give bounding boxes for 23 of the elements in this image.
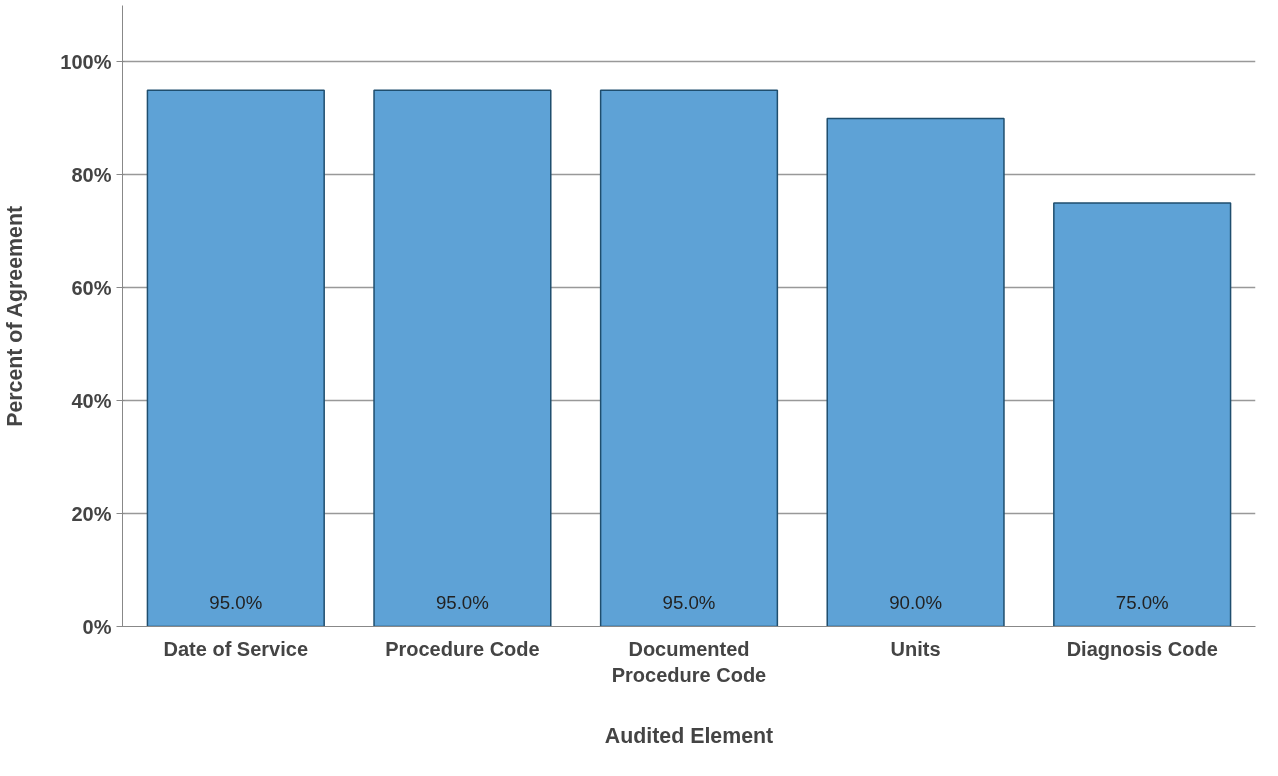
x-tick-label: Procedure Code <box>385 637 540 660</box>
y-axis-title: Percent of Agreement <box>3 205 28 427</box>
y-tick-label: 60% <box>71 276 112 299</box>
bar <box>826 117 1005 627</box>
data-label: 95.0% <box>209 591 263 613</box>
x-tick-label: Documented Procedure Code <box>611 637 767 686</box>
data-label: 90.0% <box>889 591 943 613</box>
x-tick-label: Diagnosis Code <box>1066 637 1218 660</box>
y-tick-label: 40% <box>71 389 112 412</box>
bar <box>599 89 779 627</box>
x-tick-label: Date of Service <box>163 637 309 660</box>
bar <box>146 89 325 627</box>
x-tick-label: Units <box>890 637 941 660</box>
bar <box>1053 202 1232 627</box>
bar <box>373 89 552 627</box>
data-label: 95.0% <box>435 591 489 613</box>
data-label: 95.0% <box>662 591 716 613</box>
y-tick-label: 80% <box>71 163 112 186</box>
x-axis-title: Audited Element <box>604 723 774 748</box>
y-tick-label: 20% <box>71 502 112 525</box>
data-label: 75.0% <box>1115 591 1169 613</box>
y-tick-label: 100% <box>60 50 112 73</box>
y-tick-label: 0% <box>82 615 112 638</box>
